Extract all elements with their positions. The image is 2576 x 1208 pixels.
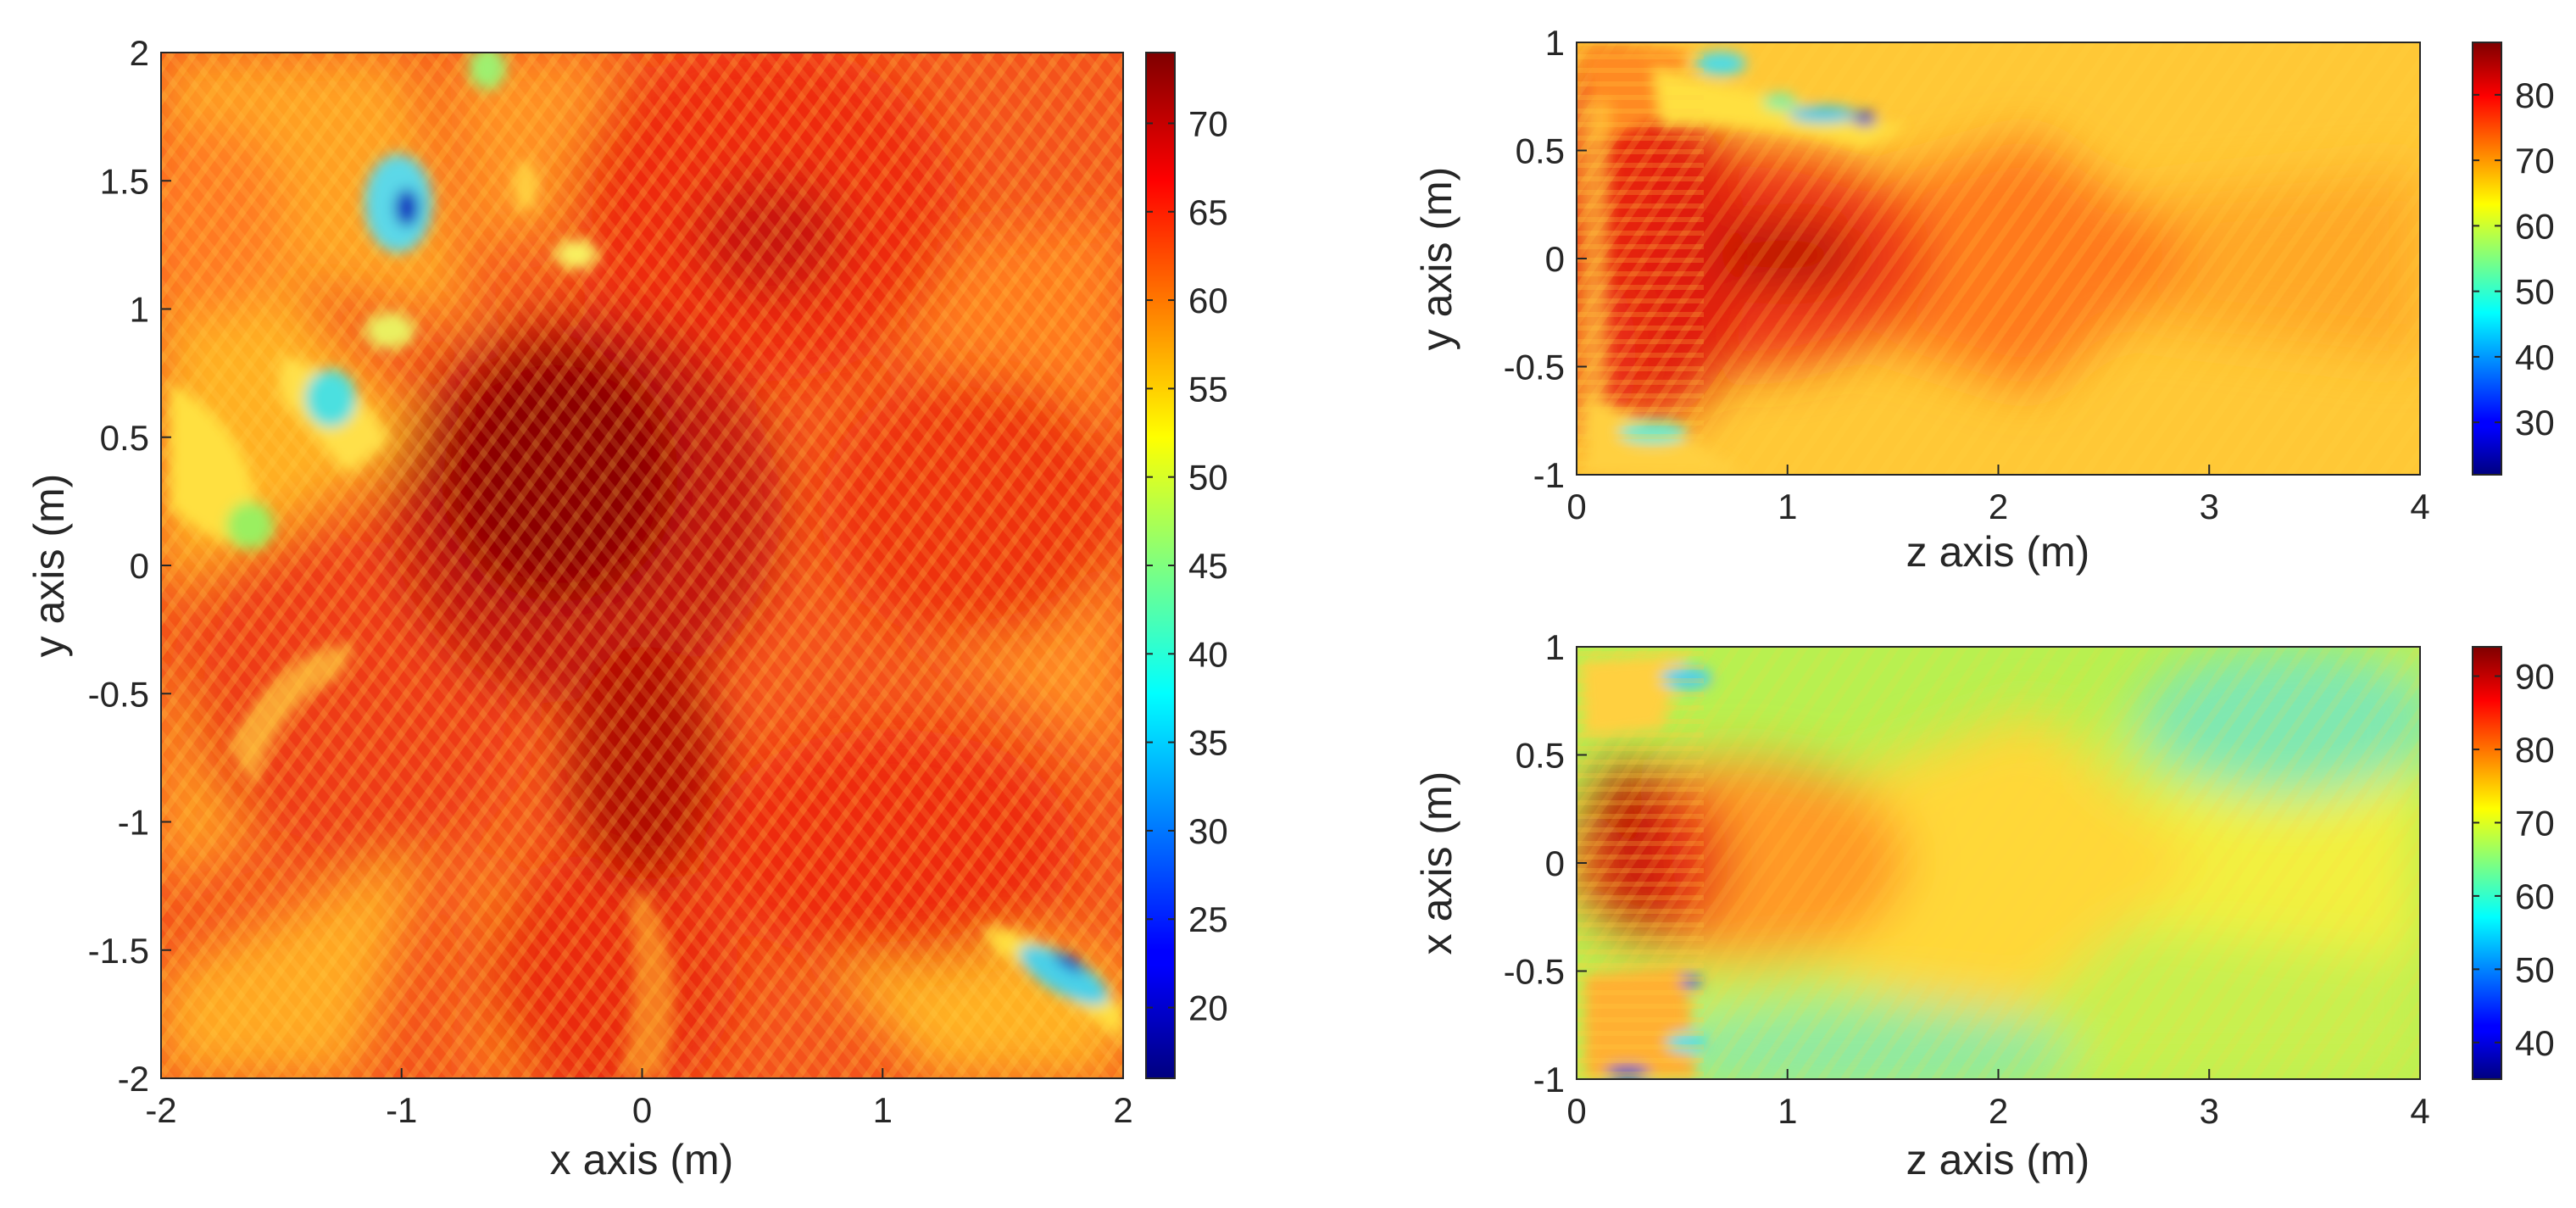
colorbar-tick-label: 50 (1188, 458, 1228, 498)
x-tick-label: 2 (1113, 1090, 1132, 1130)
colorbar-tick-label: 35 (1188, 723, 1228, 763)
ylabel-zx: x axis (m) (1413, 771, 1460, 955)
colorbar-tick-label: 60 (2515, 206, 2555, 246)
x-tick-label: 3 (2200, 1091, 2219, 1131)
colorbar-ticks-zx: 90 80 70 60 50 40 (2473, 657, 2555, 1063)
colorbar-tick-label: 45 (1188, 546, 1228, 586)
y-tick-label: -1 (1533, 455, 1565, 495)
colorbar-tick-label: 20 (1188, 988, 1228, 1028)
colorbar-ticks-xy: 70 65 60 55 50 45 40 35 30 25 20 (1146, 103, 1228, 1028)
colorbar-zx (2472, 646, 2502, 1080)
colorbar-tick-label: 25 (1188, 899, 1228, 939)
y-tick-label: 1.5 (100, 161, 149, 201)
colorbar-tick-label: 80 (2515, 730, 2555, 770)
x-tick-label: -2 (145, 1090, 176, 1130)
colorbar-tick-label: 40 (2515, 337, 2555, 377)
heatmap-zy-plane (1577, 42, 2420, 475)
xlabel-xy: x axis (m) (550, 1136, 734, 1183)
y-tick-label: 2 (130, 33, 149, 73)
x-tick-label: 0 (1566, 1091, 1586, 1131)
colorbar-tick-label: 60 (2515, 877, 2555, 916)
colorbar-tick-label: 40 (2515, 1023, 2555, 1063)
x-tick-label: -1 (386, 1090, 417, 1130)
y-tick-label: 1 (130, 290, 149, 330)
y-tick-label: -0.5 (88, 674, 149, 714)
x-tick-label: 4 (2410, 487, 2429, 526)
axes-xy: -2 -1 0 1 2 2 1.5 1 0.5 0 -0.5 -1 -1.5 -2 (88, 33, 1133, 1130)
y-tick-label: 0.5 (100, 418, 149, 458)
colorbar-tick-label: 30 (1188, 811, 1228, 851)
x-tick-label: 2 (1989, 487, 2008, 526)
colorbar-tick-label: 50 (2515, 272, 2555, 312)
x-tick-label: 3 (2200, 487, 2219, 526)
colorbar-tick-label: 70 (2515, 803, 2555, 843)
colorbar-tick-label: 90 (2515, 657, 2555, 697)
colorbar-zy (2472, 42, 2502, 476)
colorbar-tick-label: 65 (1188, 192, 1228, 232)
y-tick-label: 0 (130, 546, 149, 586)
y-tick-label: -1.5 (88, 931, 149, 971)
y-tick-label: -1 (118, 803, 149, 843)
y-tick-label: -1 (1533, 1060, 1565, 1099)
colorbar-ticks-zy: 80 70 60 50 40 30 (2473, 75, 2555, 443)
y-tick-label: -0.5 (1504, 348, 1565, 387)
x-tick-label: 1 (873, 1090, 893, 1130)
colorbar-tick-label: 50 (2515, 949, 2555, 989)
colorbar-tick-label: 60 (1188, 281, 1228, 320)
ylabel-zy: y axis (m) (1413, 167, 1460, 351)
y-tick-label: 0 (1545, 239, 1565, 279)
y-tick-label: 1 (1545, 627, 1565, 667)
colorbar-tick-label: 30 (2515, 403, 2555, 443)
y-tick-label: -0.5 (1504, 952, 1565, 992)
ylabel-xy: y axis (m) (25, 474, 73, 658)
axes-zy: 0 1 2 3 4 1 0.5 0 -0.5 -1 (1504, 23, 2430, 526)
xlabel-zy: z axis (m) (1906, 528, 2090, 576)
axes-zx: 0 1 2 3 4 1 0.5 0 -0.5 -1 (1504, 627, 2430, 1131)
x-tick-label: 2 (1989, 1091, 2008, 1131)
heatmap-zx-plane (1577, 647, 2420, 1079)
y-tick-label: -2 (118, 1059, 149, 1099)
heatmap-xy-plane (161, 53, 1123, 1078)
colorbar-tick-label: 40 (1188, 634, 1228, 674)
x-tick-label: 0 (1566, 487, 1586, 526)
y-tick-label: 1 (1545, 23, 1565, 63)
y-tick-label: 0 (1545, 843, 1565, 883)
y-tick-label: 0.5 (1516, 736, 1565, 776)
x-tick-label: 1 (1778, 1091, 1797, 1131)
colorbar-tick-label: 70 (2515, 141, 2555, 181)
x-tick-label: 4 (2410, 1091, 2429, 1131)
xlabel-zx: z axis (m) (1906, 1136, 2090, 1183)
colorbar-tick-label: 55 (1188, 369, 1228, 409)
x-tick-label: 0 (632, 1090, 652, 1130)
y-tick-label: 0.5 (1516, 131, 1565, 171)
x-tick-label: 1 (1778, 487, 1797, 526)
colorbar-tick-label: 70 (1188, 103, 1228, 143)
colorbar-tick-label: 80 (2515, 75, 2555, 115)
